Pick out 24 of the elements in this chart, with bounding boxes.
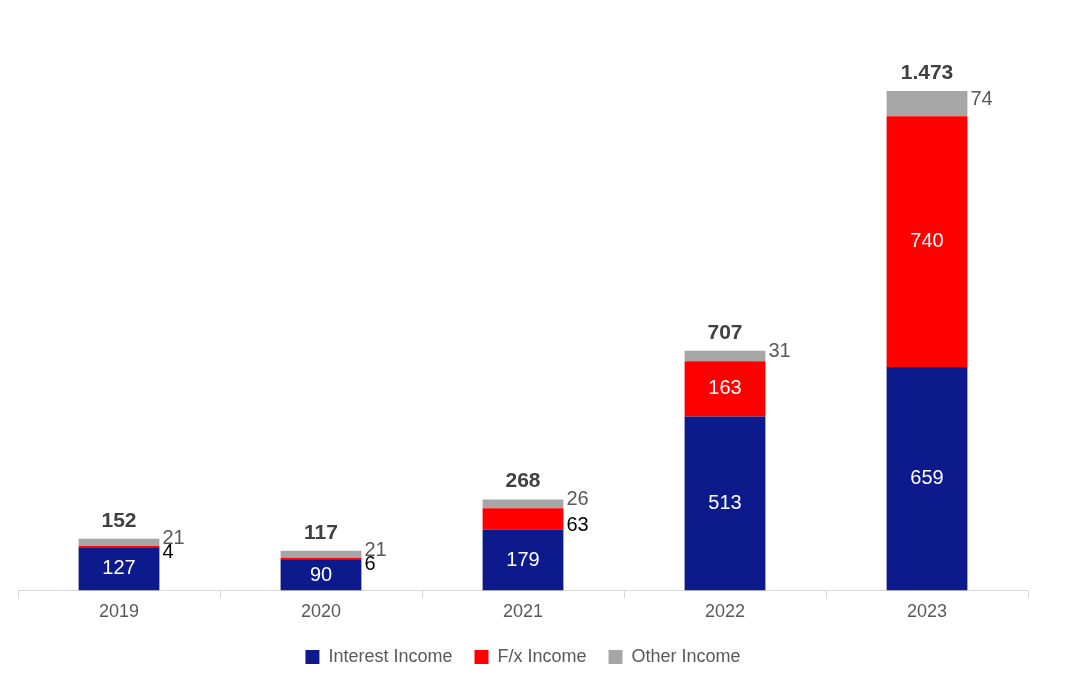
x-tick-label: 2019 (98, 601, 140, 622)
data-label: 127 (102, 556, 136, 579)
data-label: 31 (768, 339, 791, 362)
data-label: 63 (566, 512, 589, 535)
data-label: 513 (708, 490, 742, 513)
data-label: 740 (910, 229, 944, 252)
data-label: 179 (506, 547, 540, 570)
x-tick-label: 2020 (300, 601, 342, 622)
x-tick-label: 2022 (704, 601, 746, 622)
legend-label: Interest Income (328, 645, 453, 666)
total-label: 268 (505, 468, 541, 492)
x-tick-label: 2021 (502, 601, 544, 622)
total-label: 117 (304, 519, 338, 543)
data-label: 26 (566, 487, 589, 510)
data-label: 74 (970, 87, 993, 110)
x-tick-label: 2023 (906, 601, 948, 622)
total-label: 152 (101, 507, 137, 531)
data-label: 659 (910, 466, 944, 489)
legend-label: F/x Income (497, 645, 587, 666)
total-label: 707 (707, 319, 743, 343)
data-label: 90 (309, 562, 333, 585)
total-label: 1.473 (900, 59, 954, 83)
legend-label: Other Income (631, 645, 741, 666)
data-label: 163 (708, 376, 742, 399)
